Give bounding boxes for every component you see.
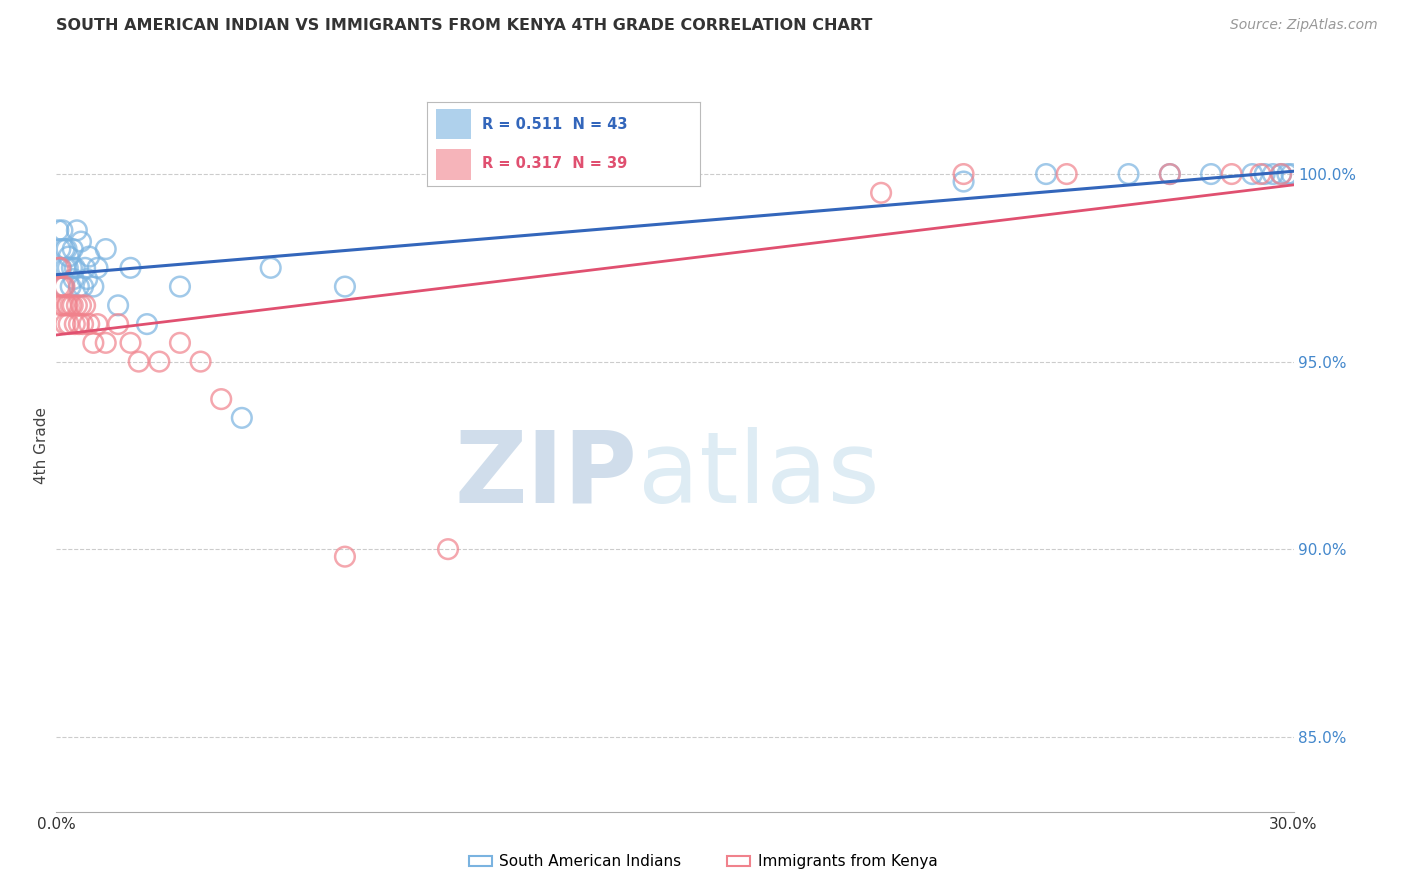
Point <box>70 235 93 249</box>
Point <box>53 279 76 293</box>
Point <box>1118 167 1140 181</box>
Point <box>51 223 73 237</box>
Point <box>169 335 191 350</box>
Text: atlas: atlas <box>638 426 879 524</box>
Point <box>63 317 86 331</box>
Point <box>136 317 159 331</box>
Point <box>70 298 93 312</box>
Point <box>209 392 232 406</box>
Point <box>62 298 84 312</box>
Point <box>120 260 142 275</box>
Point <box>58 317 80 331</box>
Point <box>1261 167 1284 181</box>
Point <box>148 354 170 368</box>
Point <box>120 335 142 350</box>
Text: ZIP: ZIP <box>456 426 638 524</box>
Text: SOUTH AMERICAN INDIAN VS IMMIGRANTS FROM KENYA 4TH GRADE CORRELATION CHART: SOUTH AMERICAN INDIAN VS IMMIGRANTS FROM… <box>56 18 873 33</box>
Point <box>55 298 77 312</box>
Point <box>75 298 97 312</box>
Point <box>86 260 108 275</box>
Point <box>190 354 212 368</box>
Point <box>1281 167 1303 181</box>
Point <box>1159 167 1181 181</box>
Point <box>77 317 100 331</box>
Point <box>107 298 129 312</box>
Point <box>55 242 77 256</box>
Point <box>1056 167 1078 181</box>
Point <box>128 354 150 368</box>
Point <box>51 260 73 275</box>
Point <box>260 260 283 275</box>
Point <box>107 317 129 331</box>
Point <box>76 272 98 286</box>
Legend: South American Indians, Immigrants from Kenya: South American Indians, Immigrants from … <box>463 848 943 875</box>
Point <box>59 279 82 293</box>
Point <box>49 242 72 256</box>
Point <box>94 335 117 350</box>
Point <box>437 542 460 557</box>
Point <box>77 250 100 264</box>
Point <box>46 223 69 237</box>
Point <box>49 260 72 275</box>
Point <box>63 260 86 275</box>
Point <box>1159 167 1181 181</box>
Point <box>1241 167 1264 181</box>
Point <box>1253 167 1275 181</box>
Point <box>952 175 974 189</box>
Point <box>72 317 94 331</box>
Point <box>56 298 79 312</box>
Point <box>52 279 75 293</box>
Point <box>231 410 253 425</box>
Text: Source: ZipAtlas.com: Source: ZipAtlas.com <box>1230 18 1378 32</box>
Point <box>66 298 89 312</box>
Point <box>1199 167 1222 181</box>
Point <box>48 279 70 293</box>
Point <box>52 298 75 312</box>
Point <box>58 250 80 264</box>
Point <box>59 298 82 312</box>
Point <box>46 260 69 275</box>
Point <box>51 298 73 312</box>
Point <box>94 242 117 256</box>
Point <box>51 279 73 293</box>
Point <box>1250 167 1272 181</box>
Point <box>62 272 84 286</box>
Point <box>82 279 104 293</box>
Point <box>53 260 76 275</box>
Point <box>67 279 90 293</box>
Point <box>56 260 79 275</box>
Point <box>333 279 356 293</box>
Point <box>333 549 356 564</box>
Point <box>60 260 83 275</box>
Point <box>1277 167 1299 181</box>
Point <box>82 335 104 350</box>
Point <box>870 186 893 200</box>
Point <box>72 279 94 293</box>
Point <box>66 223 89 237</box>
Point <box>1270 167 1292 181</box>
Point <box>53 317 76 331</box>
Point <box>1220 167 1243 181</box>
Y-axis label: 4th Grade: 4th Grade <box>34 408 49 484</box>
Point <box>53 242 76 256</box>
Point <box>75 260 97 275</box>
Point <box>1270 167 1292 181</box>
Point <box>86 317 108 331</box>
Point <box>952 167 974 181</box>
Point <box>1035 167 1057 181</box>
Point <box>62 242 84 256</box>
Point <box>169 279 191 293</box>
Point <box>67 317 90 331</box>
